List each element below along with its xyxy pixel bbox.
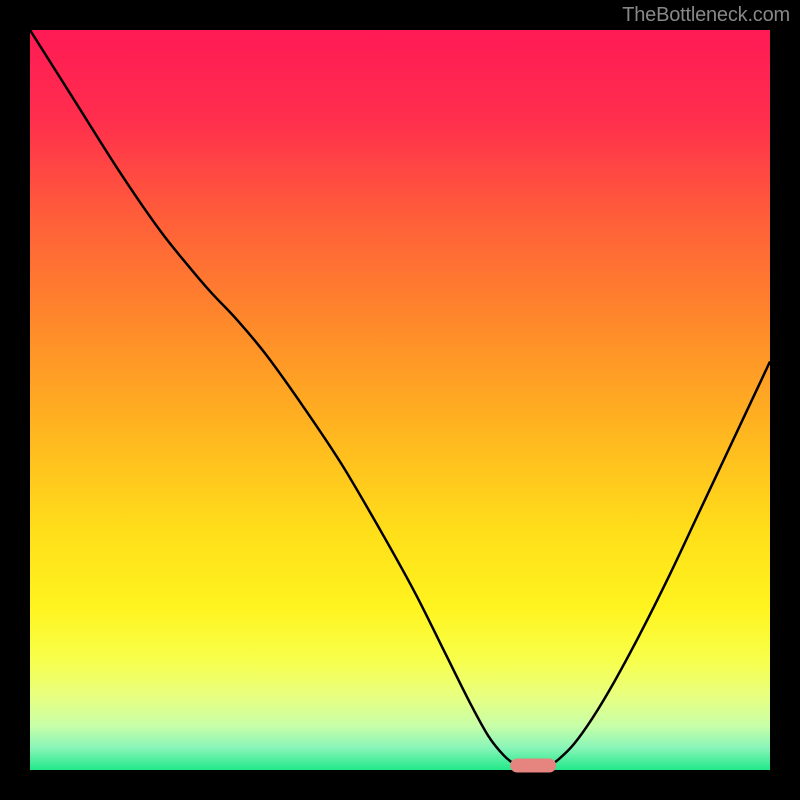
- chart-container: TheBottleneck.com: [0, 0, 800, 800]
- optimal-marker: [510, 759, 556, 773]
- plot-background: [30, 30, 770, 770]
- watermark-text: TheBottleneck.com: [622, 4, 790, 27]
- bottleneck-chart: [0, 0, 800, 800]
